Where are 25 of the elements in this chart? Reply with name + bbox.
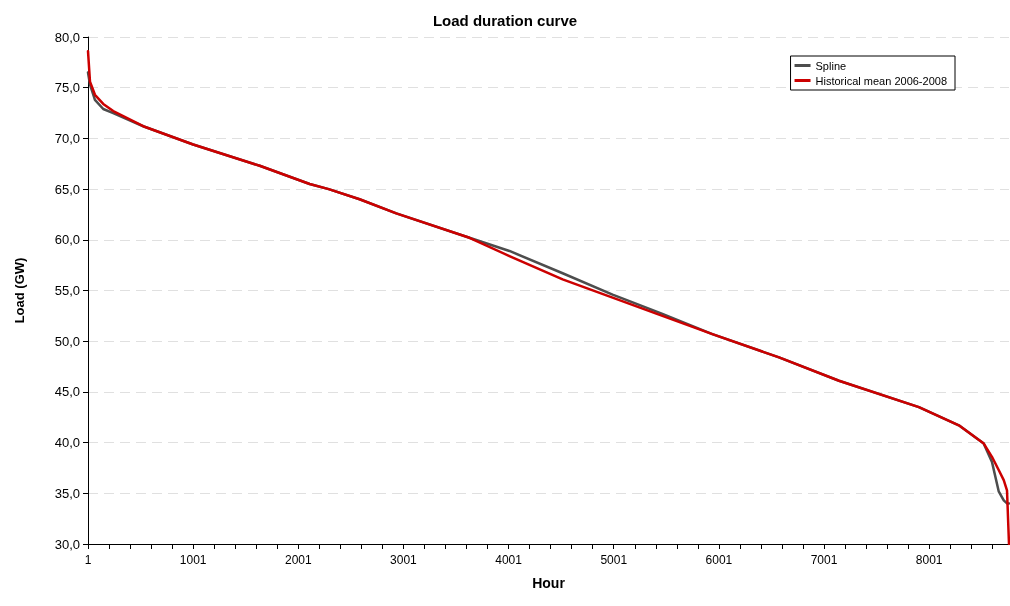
x-tick-label: 1 — [84, 553, 92, 567]
y-tick-label: 30,0 — [54, 536, 80, 552]
x-tick-label: 1001 — [179, 553, 207, 567]
x-tick-label: 5001 — [600, 553, 628, 567]
x-tick-label: 2001 — [284, 553, 312, 567]
legend-label: Spline — [815, 59, 847, 72]
legend-label: Historical mean 2006-2008 — [815, 74, 948, 87]
y-tick-label: 75,0 — [54, 80, 80, 96]
y-tick-label: 80,0 — [54, 29, 80, 45]
y-tick-label: 35,0 — [54, 485, 80, 501]
y-tick-label: 65,0 — [54, 181, 80, 197]
y-axis-title: Load (GW) — [12, 257, 27, 324]
chart-title: Load duration curve — [432, 12, 578, 29]
x-tick-label: 7001 — [810, 553, 838, 567]
y-tick-label: 50,0 — [54, 333, 80, 349]
x-axis-title: Hour — [532, 575, 566, 591]
y-tick-label: 40,0 — [54, 435, 80, 451]
x-tick-label: 6001 — [705, 553, 733, 567]
y-tick-label: 70,0 — [54, 130, 80, 146]
y-tick-label: 55,0 — [54, 283, 80, 298]
x-tick-label: 3001 — [390, 553, 418, 567]
x-tick-label: 4001 — [495, 553, 523, 567]
y-tick-label: 60,0 — [54, 232, 80, 248]
y-tick-label: 45,0 — [54, 384, 80, 400]
x-tick-label: 8001 — [915, 553, 943, 567]
